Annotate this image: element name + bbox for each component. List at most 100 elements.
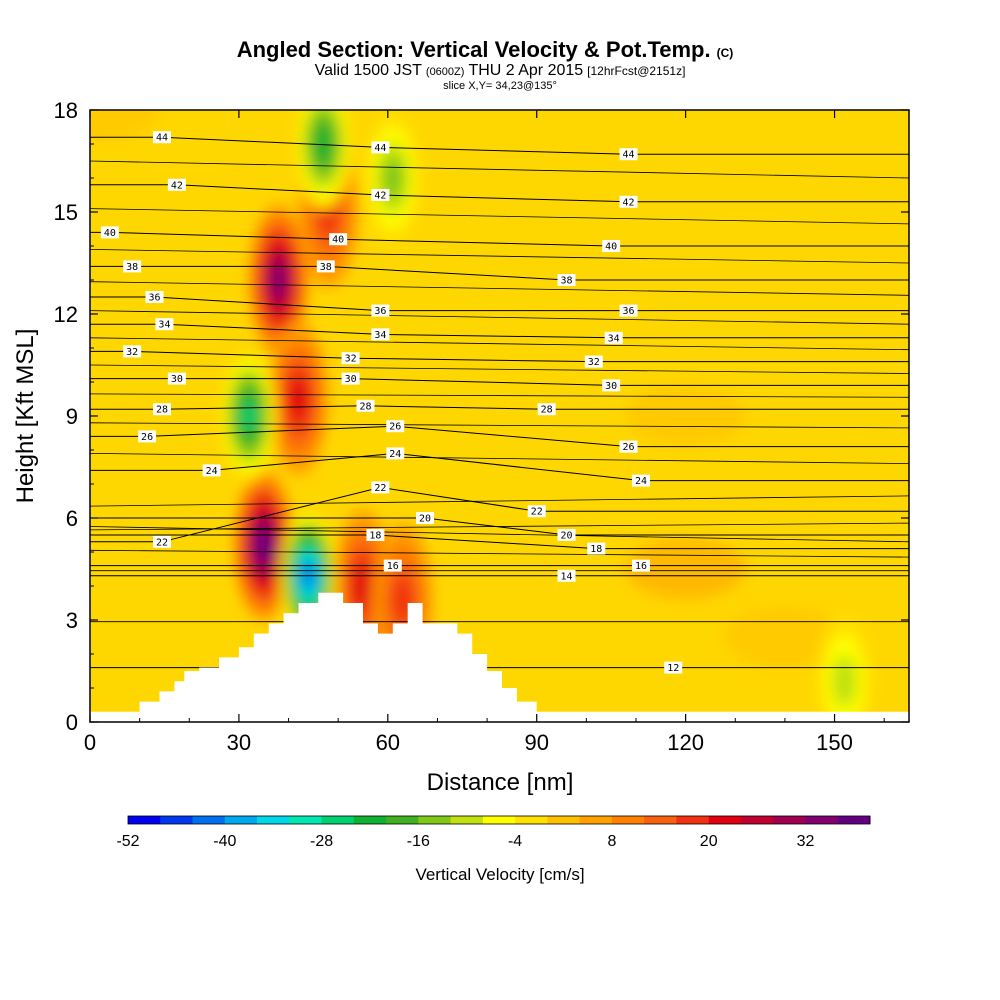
contour-label: 34 (371, 328, 390, 341)
contour-label-text: 20 (560, 531, 572, 542)
contour-label-box (123, 345, 142, 358)
contour-label-text: 34 (608, 333, 620, 344)
contour-line-minor (90, 160, 909, 179)
contour-line-minor (90, 364, 909, 374)
field-band-1 (625, 386, 746, 446)
contour-label-box (329, 233, 348, 246)
y-axis-label: Height [Kft MSL] (12, 329, 39, 504)
contour-label: 26 (386, 420, 405, 433)
velocity-feature-downdraft (220, 350, 277, 482)
field-band-0 (90, 110, 160, 140)
x-tick-label: 90 (524, 730, 548, 755)
contour-label-text: 34 (158, 320, 170, 331)
contour-label-box (619, 440, 638, 453)
contour-label-box (145, 291, 164, 303)
contour-line-minor (90, 495, 909, 507)
contour-label-box (155, 318, 174, 331)
contour-label-text: 16 (635, 561, 647, 572)
contour-label: 26 (619, 440, 638, 453)
contour-label: 22 (371, 481, 390, 494)
colorbar-swatch (805, 816, 839, 824)
contour-label-box (604, 331, 623, 344)
contour-line-minor (90, 337, 909, 351)
contour-label: 38 (557, 274, 576, 287)
contour-label-text: 44 (623, 150, 635, 161)
contour-label: 38 (316, 260, 335, 273)
contour-label-text: 40 (605, 242, 617, 253)
colorbar-swatch (289, 816, 323, 824)
contour-label: 44 (371, 141, 390, 154)
contour-label: 34 (604, 331, 623, 344)
contour-label: 24 (202, 464, 221, 477)
colorbar-swatch (515, 816, 548, 824)
field-band-4 (625, 539, 746, 599)
x-axis: 0 30 60 90 120 150 (84, 110, 885, 755)
contour-label-text: 44 (156, 133, 168, 144)
colorbar-label: Vertical Velocity [cm/s] (415, 865, 584, 884)
contour-label: 16 (631, 559, 650, 572)
contour-label-box (557, 569, 576, 582)
contour-label: 30 (602, 379, 621, 392)
contour-label-box (341, 372, 360, 385)
velocity-feature-updraft (268, 323, 329, 475)
contour-label-box (371, 328, 390, 341)
contour-label-box (386, 420, 405, 433)
colorbar-tick-label: 32 (797, 833, 815, 850)
contour-label: 20 (416, 512, 435, 525)
contour-label-text: 42 (623, 197, 635, 208)
contour-label: 24 (386, 447, 405, 460)
contour-label-box (366, 529, 385, 541)
contour-label-box (557, 529, 576, 541)
contour-label-box (167, 372, 186, 385)
contour-label-text: 24 (389, 449, 401, 460)
contour-label: 24 (631, 474, 650, 487)
contour-label: 12 (664, 661, 683, 674)
contour-line-minor (90, 281, 909, 296)
contour-label: 40 (602, 240, 621, 253)
chart-title: Angled Section: Vertical Velocity & Pot.… (237, 37, 734, 62)
contour-labels: 44 42 40 38 36 34 32 30 28 26 24 22 44 42 40 38 36 34 32 30… (100, 131, 683, 674)
colorbar-swatch (257, 816, 290, 824)
contour-label-box (664, 661, 683, 674)
y-tick-label: 9 (66, 404, 78, 429)
colorbar-swatch (160, 816, 194, 824)
contour-label-text: 32 (345, 354, 357, 365)
terrain-mask (90, 592, 909, 722)
contour-label: 22 (152, 535, 171, 548)
contour-label-box (167, 178, 186, 191)
contour-label: 44 (152, 131, 171, 144)
contour-label: 30 (341, 372, 360, 385)
contour-label: 20 (557, 529, 576, 542)
velocity-level (353, 566, 373, 606)
contour-line-minor (90, 549, 909, 558)
x-tick-label: 60 (376, 730, 400, 755)
contour-label-box (138, 430, 157, 443)
contour-label-box (619, 304, 638, 317)
contour-label-box (584, 355, 603, 368)
contour-label-box (371, 189, 390, 201)
contour-label-text: 42 (171, 180, 183, 191)
contour-label-box (386, 447, 405, 460)
contour-label-text: 30 (345, 374, 357, 385)
contour-label-box (100, 226, 119, 239)
contour-label-box (619, 148, 638, 161)
contour-label-box (341, 352, 360, 365)
contour-label-text: 38 (320, 262, 332, 273)
velocity-field (90, 110, 873, 722)
contour-label-text: 28 (156, 405, 168, 416)
contour-label-text: 38 (126, 262, 138, 273)
contour-label-box (152, 403, 171, 416)
contour-label: 16 (383, 559, 402, 572)
y-tick-label: 6 (66, 506, 78, 531)
contour-line-minor (90, 393, 909, 398)
contour-label-text: 14 (560, 571, 572, 582)
contour-label: 32 (123, 345, 142, 358)
contour-label: 34 (155, 318, 174, 331)
contour-label: 22 (527, 505, 546, 518)
contour-label: 32 (584, 355, 603, 368)
contour-label-text: 32 (588, 357, 600, 368)
velocity-level (315, 128, 332, 160)
contour-label-box (356, 399, 375, 412)
contour-label-text: 16 (387, 561, 399, 572)
contour-label: 42 (167, 178, 186, 191)
